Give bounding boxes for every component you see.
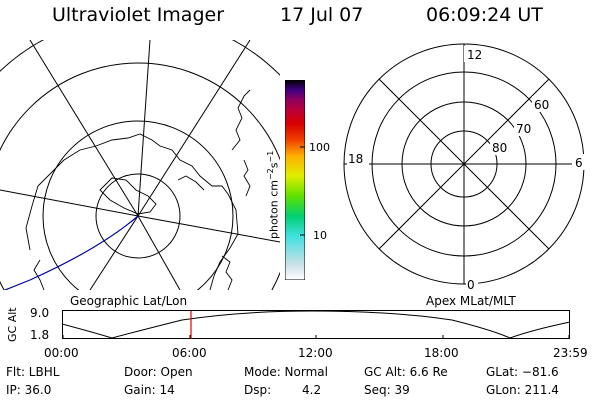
mode-field: Mode: Normal <box>244 365 328 379</box>
lat-circle <box>0 62 280 290</box>
altitude-ymin: 1.8 <box>30 328 50 342</box>
coastline <box>99 177 157 215</box>
apex-polar-plot: 12 18 6 0 60 70 80 <box>343 43 586 292</box>
time-tick-2359: 23:59 <box>553 346 588 360</box>
meridian <box>137 40 251 217</box>
glon-field: GLon: 211.4 <box>486 383 559 397</box>
ip-field: IP: 36.0 <box>6 383 52 397</box>
coastline <box>243 159 251 197</box>
glat-field: GLat: −81.6 <box>486 365 559 379</box>
flt-field: Flt: LBHL <box>6 365 60 379</box>
time-tick-0600: 06:00 <box>172 346 207 360</box>
orbit-track <box>3 215 139 290</box>
meridian <box>137 215 181 290</box>
meridian <box>89 215 139 290</box>
meridian <box>137 40 151 217</box>
coastline <box>221 255 233 290</box>
dsp-label: Dsp: <box>244 383 272 397</box>
meridian <box>29 40 139 217</box>
coastline <box>231 89 251 151</box>
altitude-ymax: 9.0 <box>30 306 50 320</box>
time-tick-1800: 18:00 <box>424 346 459 360</box>
colorbar-tick-10: 10 <box>313 229 327 242</box>
app-title: Ultraviolet Imager <box>52 4 225 26</box>
mlat-label-60: 60 <box>534 98 549 112</box>
meridian <box>0 189 139 217</box>
lat-circle <box>42 120 234 290</box>
coastline <box>177 175 205 191</box>
geographic-map <box>0 40 280 290</box>
mlt-label-6: 6 <box>575 156 583 170</box>
colorbar-tick-100: 100 <box>309 141 330 154</box>
door-field: Door: Open <box>124 365 193 379</box>
time-label: 06:09:24 UT <box>426 4 543 26</box>
altitude-ylabel: GC Alt <box>6 307 19 342</box>
mlat-label-80: 80 <box>492 141 507 155</box>
dsp-value: 4.2 <box>302 383 322 397</box>
gc-alt-field: GC Alt: 6.6 Re <box>364 365 448 379</box>
date-label: 17 Jul 07 <box>280 4 364 26</box>
mlt-line-diag <box>378 78 550 250</box>
mlat-label-70: 70 <box>516 122 531 136</box>
altitude-plot <box>62 310 571 339</box>
mlt-label-0: 0 <box>467 278 475 292</box>
apex-label: Apex MLat/MLT <box>426 294 516 308</box>
altitude-curve <box>62 310 571 339</box>
mlt-label-18: 18 <box>348 152 363 166</box>
time-tick-0000: 00:00 <box>44 346 79 360</box>
meridian <box>137 215 280 243</box>
colorbar-unit-label: photon cm−2s−1 <box>266 150 281 239</box>
coastline <box>33 259 45 290</box>
mlt-label-12: 12 <box>467 48 482 62</box>
colorbar <box>284 79 306 281</box>
lat-circle <box>95 173 181 259</box>
coastline <box>25 133 239 290</box>
seq-field: Seq: 39 <box>364 383 410 397</box>
geographic-label: Geographic Lat/Lon <box>70 294 188 308</box>
time-tick-1200: 12:00 <box>298 346 333 360</box>
gain-field: Gain: 14 <box>124 383 175 397</box>
